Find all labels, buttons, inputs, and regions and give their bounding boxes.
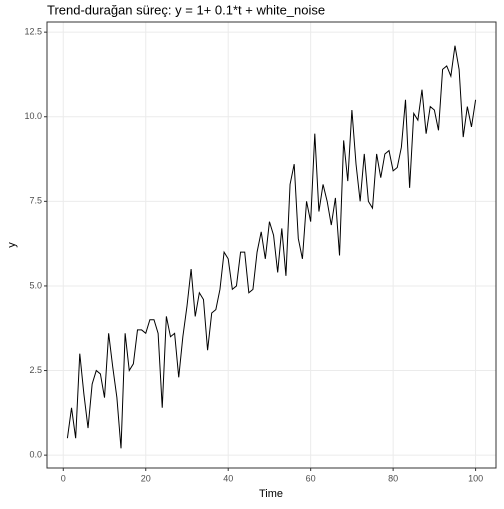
x-tick-label: 60 xyxy=(306,473,316,483)
x-axis-label: Time xyxy=(259,488,283,500)
x-tick-label: 20 xyxy=(141,473,151,483)
y-tick-label: 2.5 xyxy=(29,365,42,375)
y-axis-label: y xyxy=(6,242,18,248)
x-tick-label: 40 xyxy=(223,473,233,483)
chart-title: Trend-durağan süreç: y = 1+ 0.1*t + whit… xyxy=(47,2,325,17)
y-tick-label: 5.0 xyxy=(29,280,42,290)
x-tick-label: 0 xyxy=(61,473,66,483)
line xyxy=(66,45,477,449)
y-tick-label: 10.0 xyxy=(24,111,42,121)
y-tick-label: 12.5 xyxy=(24,27,42,37)
x-tick-label: 80 xyxy=(388,473,398,483)
y-tick-label: 7.5 xyxy=(29,196,42,206)
y-tick-label: 0.0 xyxy=(29,450,42,460)
x-tick-label: 100 xyxy=(468,473,483,483)
panel-border xyxy=(46,21,497,469)
